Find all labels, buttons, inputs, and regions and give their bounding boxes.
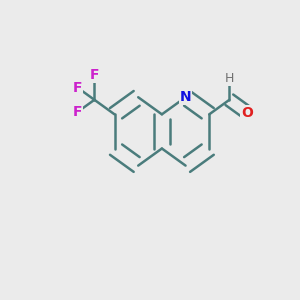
Text: F: F: [73, 105, 82, 119]
Text: F: F: [73, 80, 82, 94]
Text: F: F: [90, 68, 99, 82]
Text: O: O: [242, 106, 254, 120]
Text: H: H: [225, 71, 234, 85]
Text: N: N: [180, 90, 191, 104]
